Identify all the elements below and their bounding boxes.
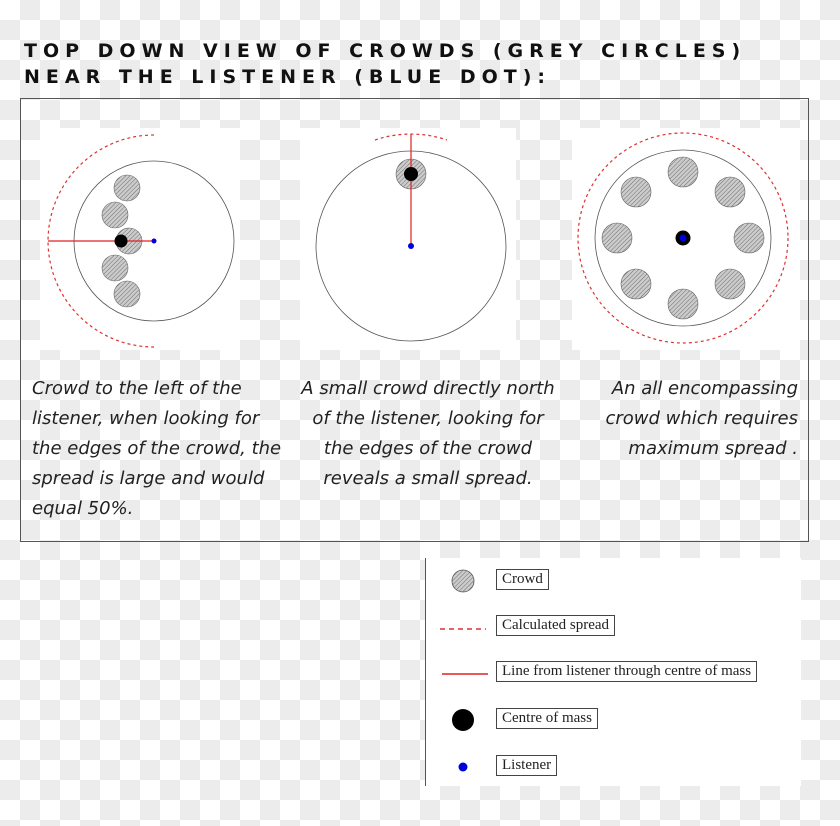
diagram-middle: [315, 133, 507, 342]
title-line-1: TOP DOWN VIEW OF CROWDS (GREY CIRCLES): [24, 40, 747, 62]
crowd-circle: [667, 156, 699, 188]
diagram-left: [47, 134, 235, 348]
red-dashed-line-icon: [440, 628, 486, 630]
legend: Crowd Calculated spread Line from listen…: [425, 558, 801, 786]
black-dot-icon: [452, 709, 474, 731]
spread-arc: [47, 134, 155, 348]
crowd-circle: [620, 176, 652, 208]
crowd-circle: [101, 201, 129, 229]
crowd-circle: [667, 288, 699, 320]
legend-item-spread: Calculated spread: [426, 614, 801, 640]
centre-of-mass-dot: [404, 167, 418, 181]
crowd-circle: [714, 176, 746, 208]
title-line-2: NEAR THE LISTENER (BLUE DOT):: [24, 66, 551, 88]
legend-label: Line from listener through centre of mas…: [496, 661, 758, 682]
listener-dot: [151, 238, 157, 244]
legend-item-centre-of-mass: Centre of mass: [426, 707, 801, 733]
caption-middle: A small crowd directly north of the list…: [301, 378, 555, 489]
legend-label: Listener: [496, 755, 558, 776]
spread-circle: [577, 132, 789, 344]
listener-dot: [408, 243, 414, 249]
crowd-circle: [620, 268, 652, 300]
legend-item-line: Line from listener through centre of mas…: [426, 660, 801, 686]
caption-left: Crowd to the left of the listener, when …: [32, 378, 282, 519]
crowd-circle: [101, 254, 129, 282]
diagram-right: [577, 132, 789, 344]
legend-item-listener: Listener: [426, 754, 801, 780]
legend-item-crowd: Crowd: [426, 568, 801, 594]
blue-dot-icon: [458, 762, 468, 772]
examples-frame: [20, 98, 809, 542]
figure-title: TOP DOWN VIEW OF CROWDS (GREY CIRCLES) N…: [24, 38, 746, 90]
centre-of-mass-dot: [114, 234, 128, 248]
red-solid-line-icon: [442, 673, 488, 675]
legend-label: Centre of mass: [496, 708, 598, 729]
crowd-circle: [601, 222, 633, 254]
crowd-circle: [113, 280, 141, 308]
hearing-range-circle: [594, 149, 772, 327]
listener-dot: [679, 234, 687, 242]
crowd-circle: [733, 222, 765, 254]
caption-right: An all encompassing crowd which requires…: [605, 378, 799, 459]
crowd-circle: [714, 268, 746, 300]
legend-label: Calculated spread: [496, 615, 616, 636]
hatched-circle-icon: [451, 569, 475, 593]
crowd-circle: [113, 174, 141, 202]
legend-label: Crowd: [496, 569, 549, 590]
